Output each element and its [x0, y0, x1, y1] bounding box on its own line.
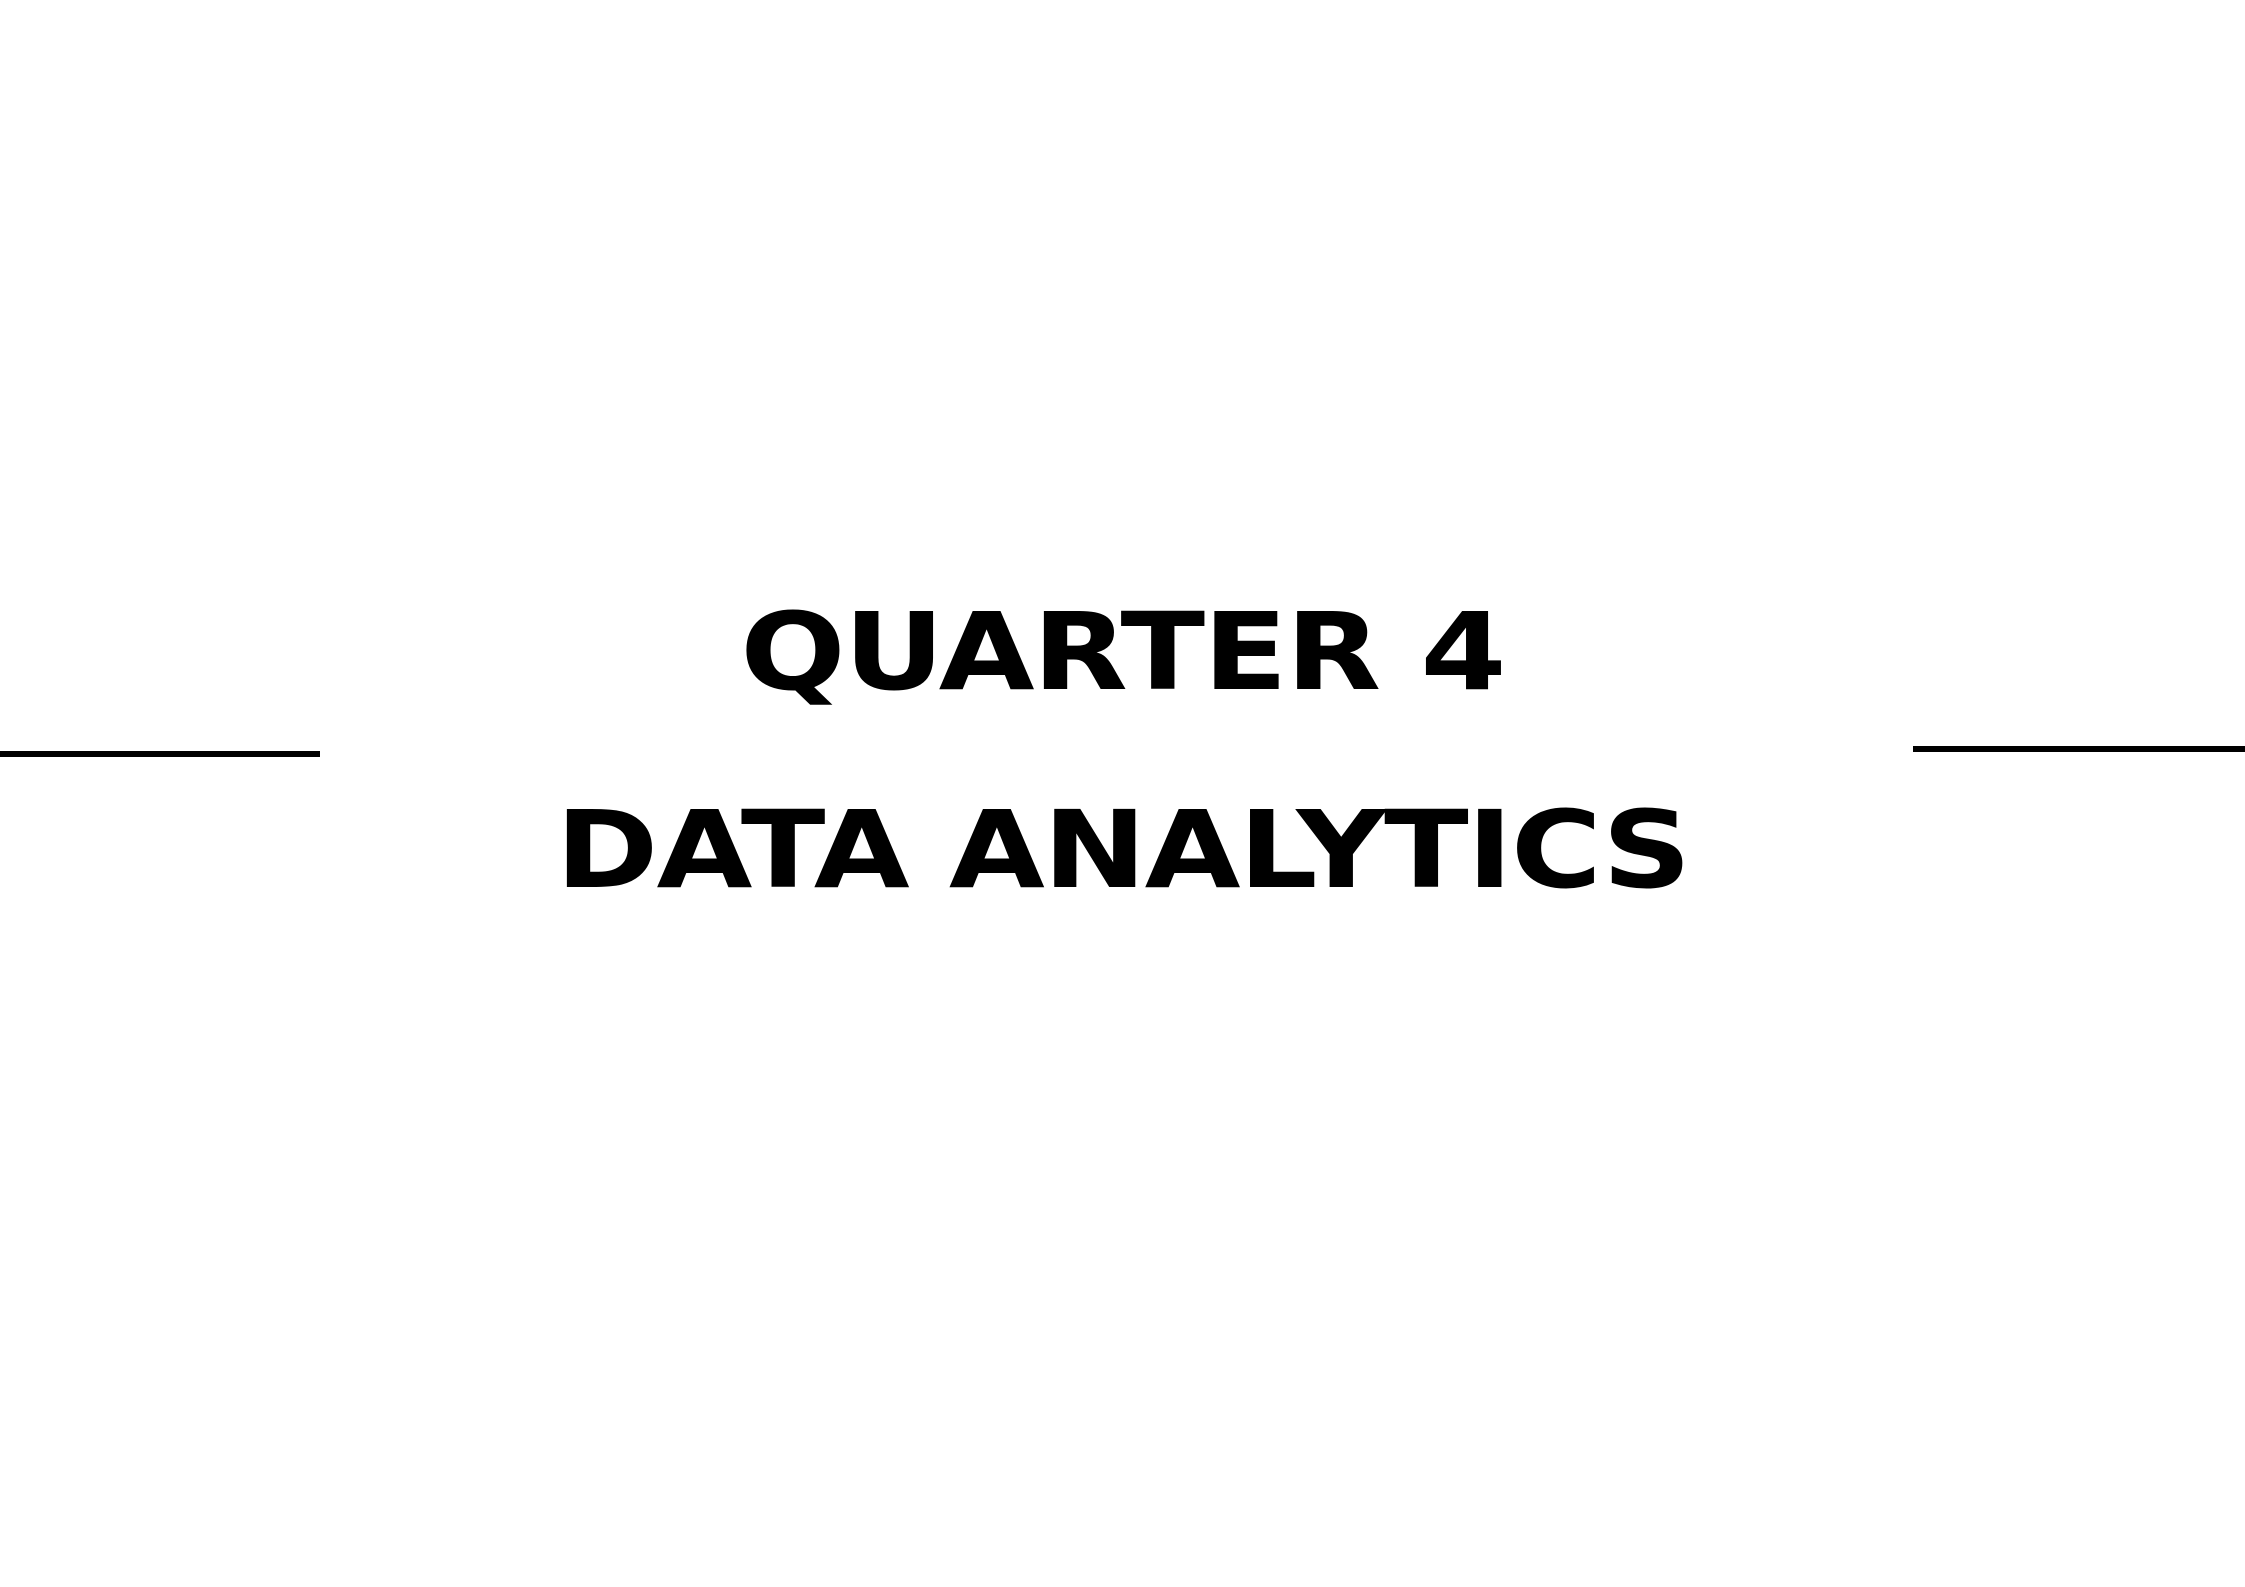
title-line-quarter: QUARTER 4 [740, 591, 1506, 715]
right-divider-line [1913, 746, 2245, 752]
title-line-data-analytics: DATA ANALYTICS [555, 789, 1692, 913]
left-divider-line [0, 751, 320, 757]
